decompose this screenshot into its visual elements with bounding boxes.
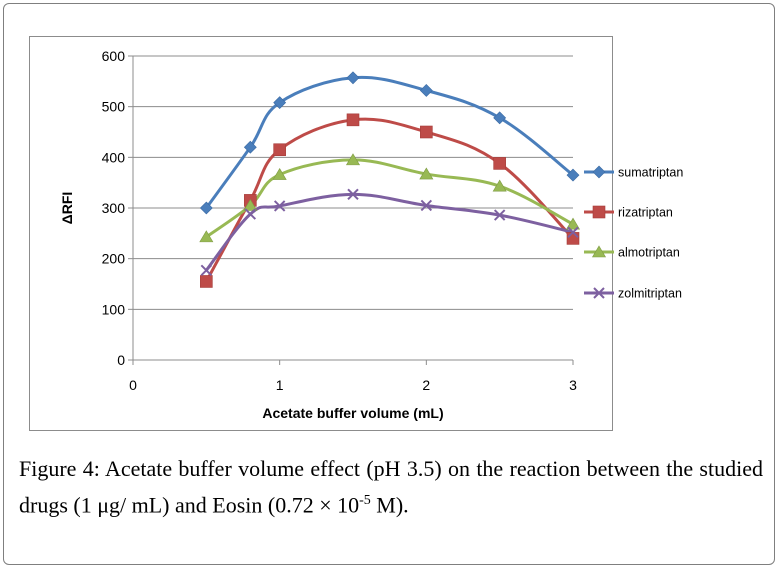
data-point-zolmitriptan bbox=[273, 200, 286, 212]
legend-label-almotriptan: almotriptan bbox=[618, 246, 680, 260]
x-tick-label: 3 bbox=[569, 377, 577, 393]
x-marker-stroke bbox=[420, 199, 433, 212]
x-tick-label: 0 bbox=[129, 377, 137, 393]
x-marker-stroke bbox=[244, 208, 257, 220]
x-marker-stroke bbox=[347, 188, 359, 201]
data-point-rizatriptan bbox=[566, 232, 580, 245]
series-line-rizatriptan bbox=[205, 117, 575, 283]
series-lines bbox=[205, 75, 575, 283]
legend-label-sumatriptan: sumatriptan bbox=[618, 166, 683, 180]
x-axis-title: Acetate buffer volume (mL) bbox=[262, 405, 443, 421]
data-point-zolmitriptan bbox=[420, 199, 433, 212]
legend-marker-zolmitriptan bbox=[593, 287, 605, 299]
axes bbox=[128, 55, 574, 365]
series-markers bbox=[199, 71, 581, 288]
data-point-zolmitriptan bbox=[567, 226, 579, 239]
data-point-zolmitriptan bbox=[244, 208, 257, 220]
caption-text-end: M). bbox=[370, 492, 409, 518]
y-tick-label: 400 bbox=[102, 149, 126, 165]
data-point-almotriptan bbox=[199, 230, 214, 243]
legend-marker-almotriptan bbox=[591, 245, 607, 258]
data-point-almotriptan bbox=[492, 179, 507, 192]
data-point-rizatriptan bbox=[420, 125, 433, 139]
data-point-sumatriptan bbox=[419, 84, 433, 97]
y-tick-label: 200 bbox=[102, 251, 126, 267]
legend-marker-rizatriptan bbox=[592, 205, 606, 219]
data-point-zolmitriptan bbox=[493, 209, 506, 221]
figure-caption: Figure 4: Acetate buffer volume effect (… bbox=[19, 453, 763, 521]
data-point-almotriptan bbox=[565, 217, 581, 230]
x-marker-stroke bbox=[493, 209, 506, 221]
data-point-sumatriptan bbox=[243, 140, 257, 154]
data-point-almotriptan bbox=[345, 153, 361, 166]
legend-label-zolmitriptan: zolmitriptan bbox=[618, 287, 682, 301]
x-marker-stroke bbox=[200, 264, 213, 277]
x-marker-stroke bbox=[567, 226, 579, 239]
data-point-zolmitriptan bbox=[347, 188, 359, 201]
data-point-rizatriptan bbox=[493, 157, 506, 170]
chart-area bbox=[29, 36, 613, 431]
data-point-rizatriptan bbox=[273, 143, 286, 157]
caption-superscript: -5 bbox=[359, 493, 371, 508]
x-marker-stroke bbox=[273, 200, 286, 212]
caption-text: Acetate buffer volume effect (pH 3.5) on… bbox=[19, 456, 763, 518]
data-point-sumatriptan bbox=[273, 96, 287, 110]
data-point-almotriptan bbox=[419, 167, 434, 180]
data-point-sumatriptan bbox=[566, 168, 580, 182]
y-tick-label: 600 bbox=[102, 48, 126, 64]
legend-label-rizatriptan: rizatriptan bbox=[618, 206, 673, 220]
y-tick-label: 100 bbox=[102, 301, 126, 317]
y-axis-title: ΔRFI bbox=[59, 192, 75, 225]
y-tick-label: 0 bbox=[117, 352, 125, 368]
gridlines bbox=[133, 55, 573, 310]
caption-label: Figure 4: bbox=[19, 456, 100, 481]
data-point-rizatriptan bbox=[200, 275, 213, 288]
data-point-almotriptan bbox=[243, 198, 258, 211]
data-point-sumatriptan bbox=[346, 71, 360, 85]
data-point-almotriptan bbox=[272, 167, 287, 180]
legend: sumatriptan rizatriptan almotriptan zolmitr… bbox=[584, 166, 683, 301]
series-line-sumatriptan bbox=[205, 75, 574, 209]
data-point-sumatriptan bbox=[493, 111, 507, 125]
legend-marker-sumatriptan bbox=[592, 165, 606, 179]
data-point-zolmitriptan bbox=[200, 264, 213, 277]
data-point-rizatriptan bbox=[346, 113, 360, 127]
y-tick-label: 500 bbox=[102, 99, 126, 115]
data-point-sumatriptan bbox=[199, 201, 213, 215]
tick-labels: 0 100 200 300 400 500 600 0 1 2 3 bbox=[102, 48, 577, 393]
x-tick-label: 2 bbox=[422, 377, 430, 393]
x-marker-stroke bbox=[593, 287, 605, 299]
x-tick-label: 1 bbox=[276, 377, 284, 393]
y-tick-label: 300 bbox=[102, 200, 126, 216]
